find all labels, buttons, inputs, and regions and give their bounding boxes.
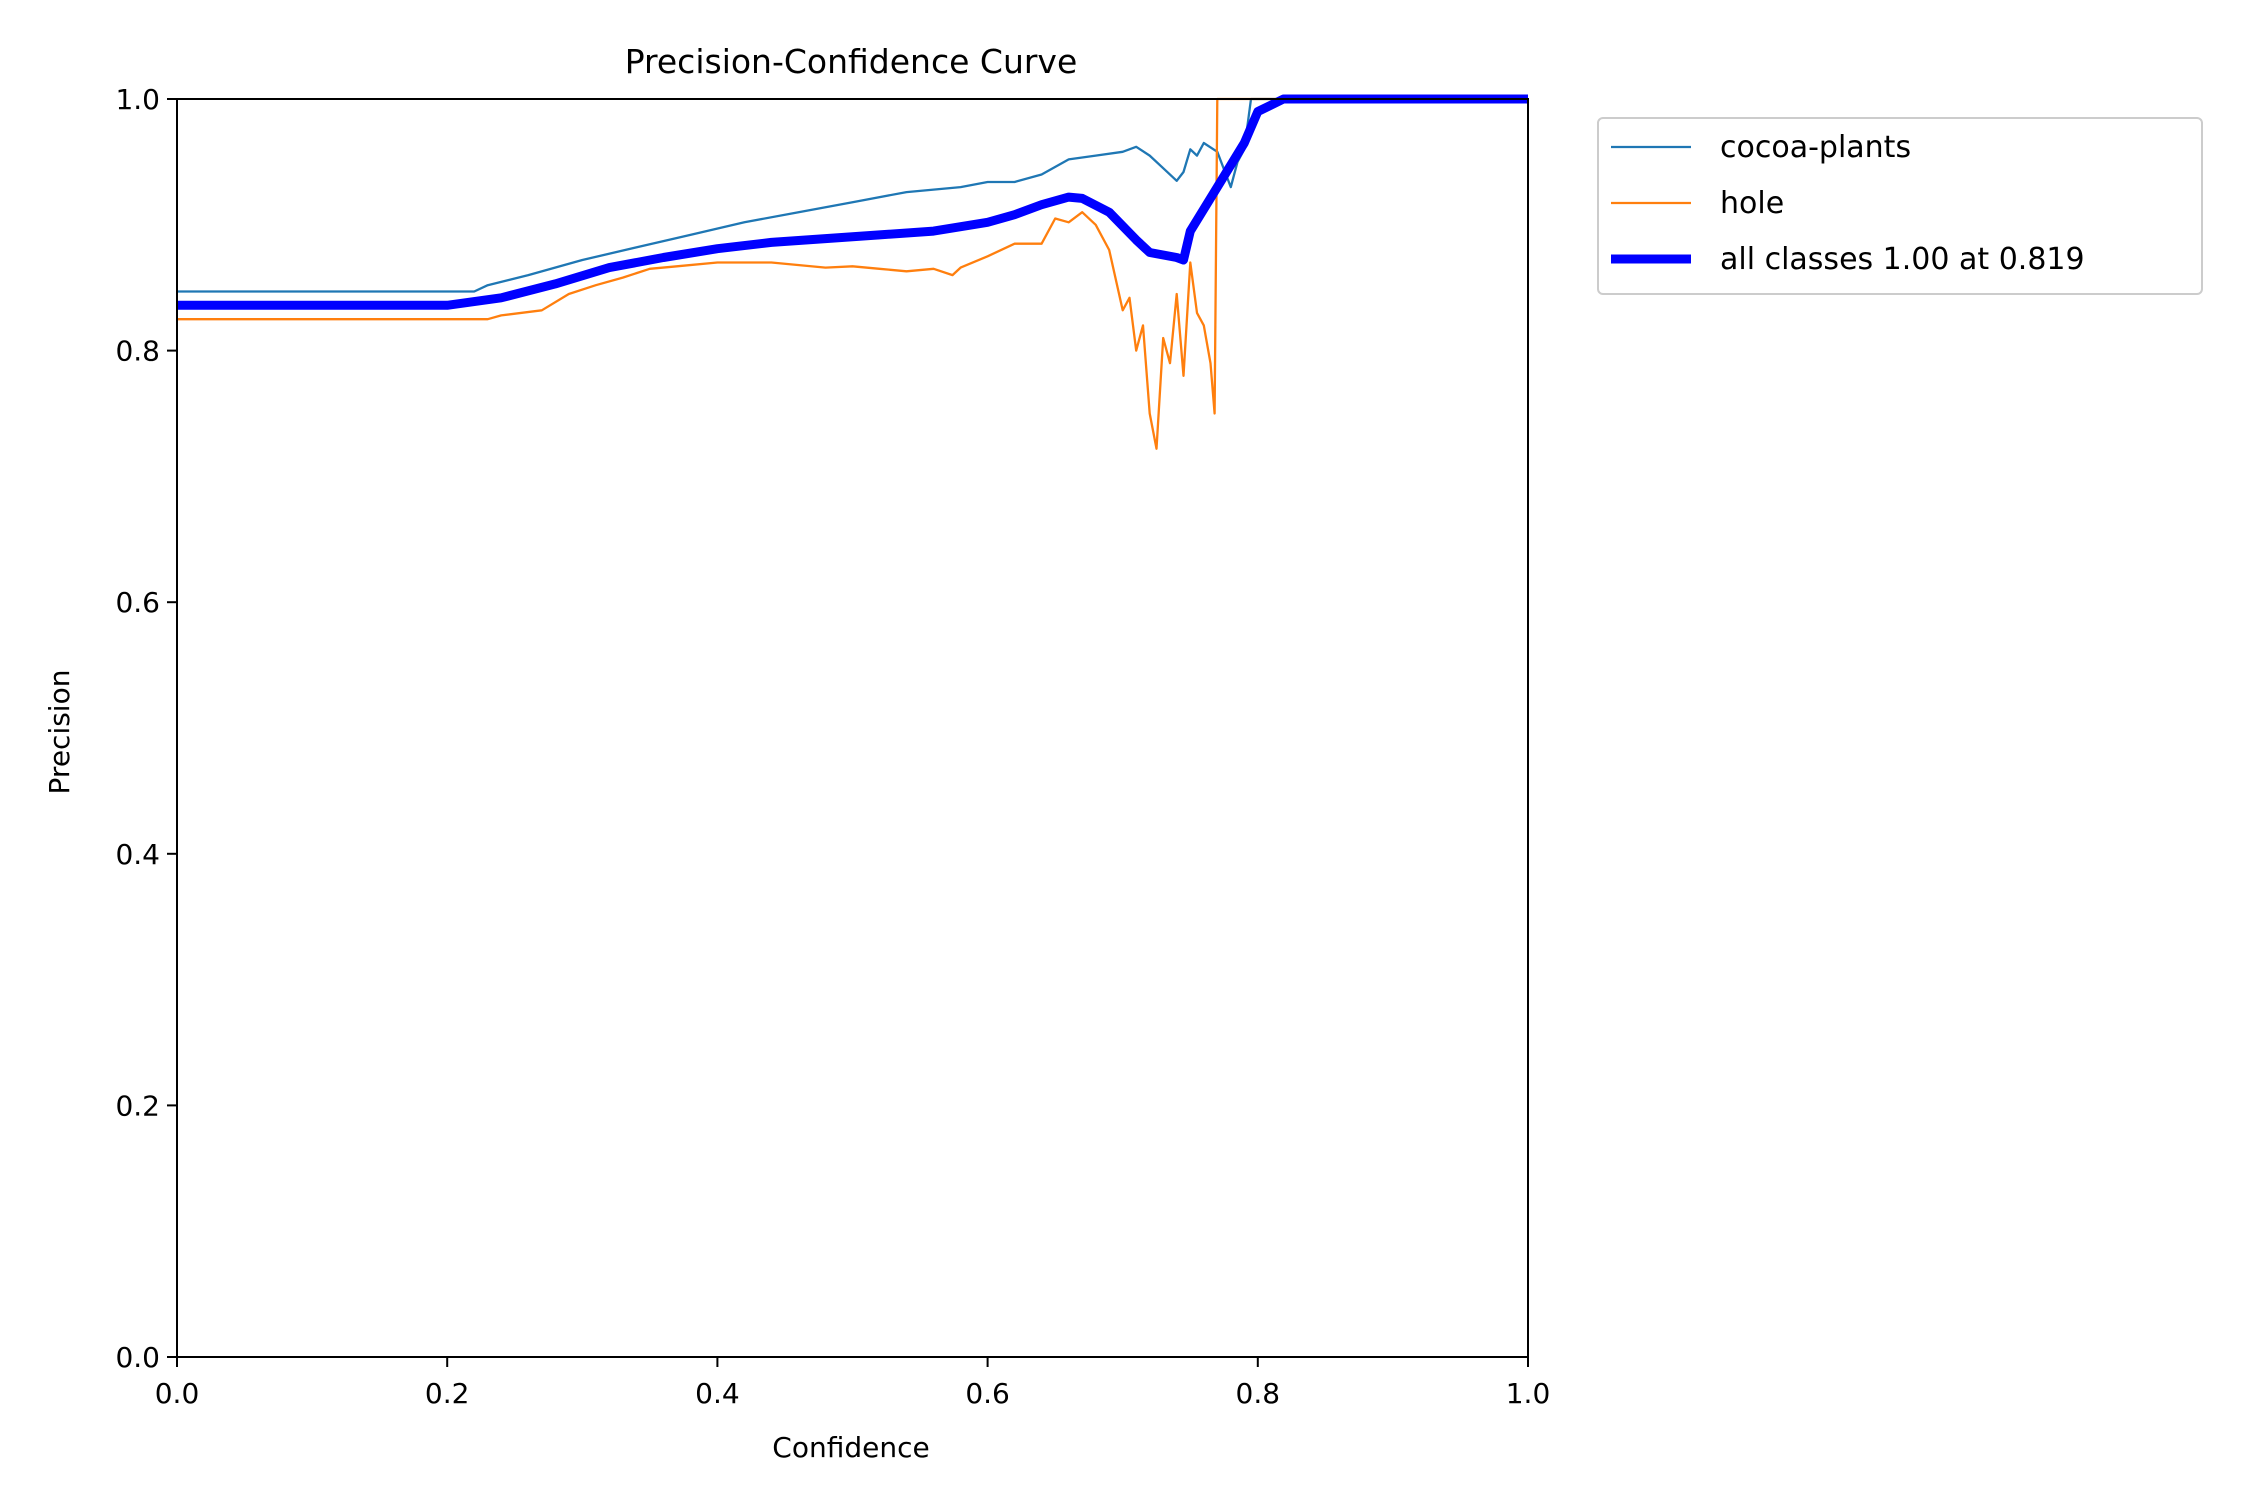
legend: cocoa-plants hole all classes 1.00 at 0.81… xyxy=(1597,117,2203,295)
plot-frame xyxy=(176,98,1529,1358)
series-line-2 xyxy=(177,94,1528,310)
x-tick-label: 0.6 xyxy=(965,1377,1010,1410)
y-tick-label: 0.8 xyxy=(115,335,160,368)
x-tick-label: 0.0 xyxy=(155,1377,200,1410)
x-axis: 0.0 0.2 0.4 0.6 0.8 1.0 xyxy=(155,1357,1551,1410)
y-axis-label: Precision xyxy=(43,670,76,795)
plot-area xyxy=(176,94,1529,1358)
legend-label: cocoa-plants xyxy=(1720,130,1911,165)
x-axis-label: Confidence xyxy=(772,1431,929,1464)
x-tick-label: 0.2 xyxy=(425,1377,470,1410)
legend-label: all classes 1.00 at 0.819 xyxy=(1720,242,2085,277)
y-tick-label: 0.0 xyxy=(115,1341,160,1374)
y-tick-label: 1.0 xyxy=(115,83,160,116)
y-tick-label: 0.4 xyxy=(115,838,160,871)
chart-title: Precision-Confidence Curve xyxy=(625,42,1078,81)
x-tick-label: 0.4 xyxy=(695,1377,740,1410)
series-line-1 xyxy=(177,97,1528,450)
y-tick-label: 0.2 xyxy=(115,1089,160,1122)
x-tick-label: 1.0 xyxy=(1506,1377,1551,1410)
y-axis: 0.0 0.2 0.4 0.6 0.8 1.0 xyxy=(115,83,177,1374)
legend-box xyxy=(1597,117,2203,295)
y-tick-label: 0.6 xyxy=(115,586,160,619)
legend-label: hole xyxy=(1720,186,1784,221)
x-tick-label: 0.8 xyxy=(1236,1377,1281,1410)
